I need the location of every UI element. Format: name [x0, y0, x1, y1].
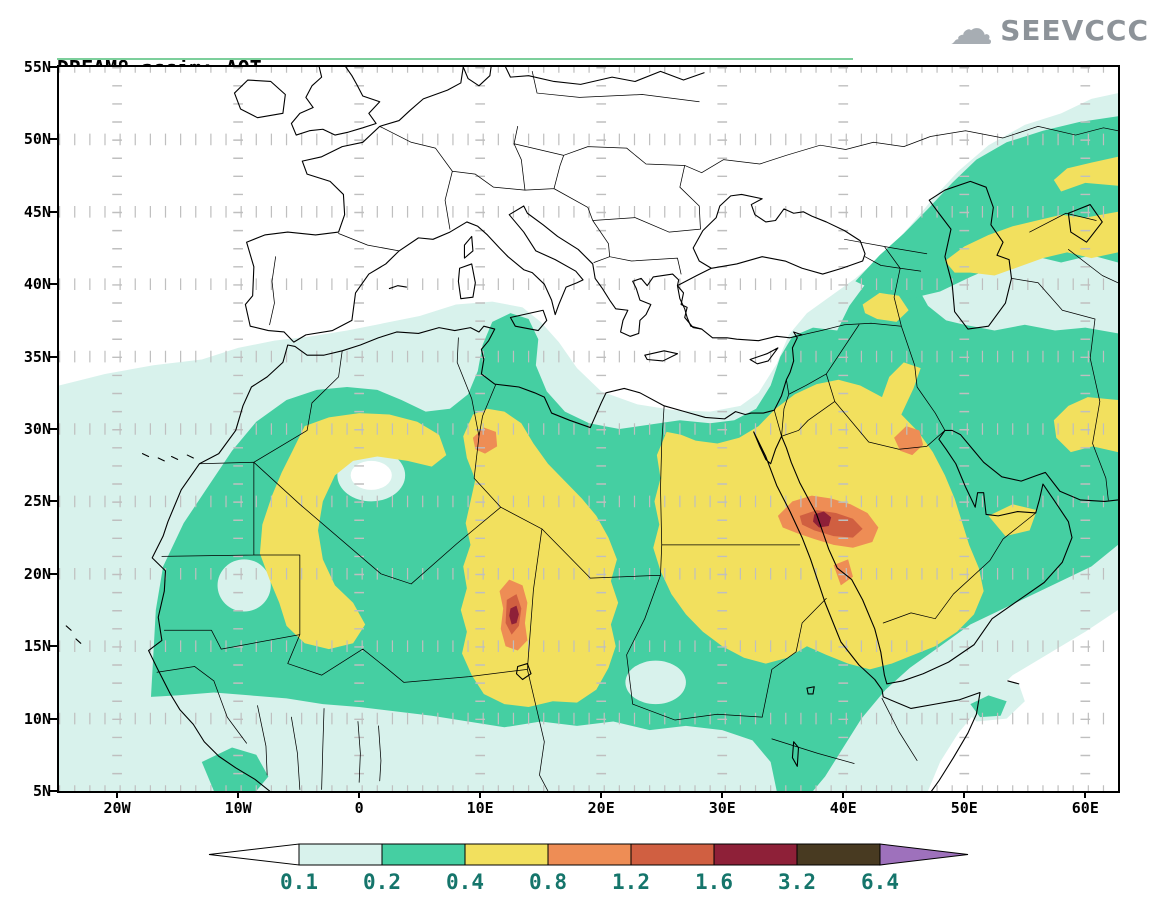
lat-axis-label: 20N — [23, 564, 51, 583]
borders-path — [157, 71, 1118, 791]
coastline-africa-europe — [149, 194, 865, 791]
lon-axis-label: 20W — [103, 799, 131, 817]
aot-fill-yellow-central-sahara — [460, 408, 619, 708]
aot-fill-teal-somalia — [970, 695, 1007, 718]
lon-axis-label: 50E — [950, 799, 978, 817]
lat-axis-tick — [50, 790, 57, 792]
colorbar-segment — [796, 843, 881, 866]
colorbar-label: 1.6 — [695, 870, 733, 894]
lon-axis-tick — [237, 791, 240, 798]
lat-axis-label: 5N — [32, 782, 51, 800]
colorbar-label: 0.4 — [446, 870, 484, 894]
contour-field — [59, 93, 1118, 791]
colorbar-segment — [381, 843, 466, 866]
colorbar-label: 6.4 — [861, 870, 899, 894]
lon-axis-tick — [600, 791, 603, 798]
colorbar-segment — [713, 843, 798, 866]
country-borders — [157, 71, 1118, 791]
coastline-europe-north-med — [245, 67, 701, 342]
lon-axis-tick — [842, 791, 845, 798]
lon-axis-tick — [963, 791, 966, 798]
colorbar-label: 0.2 — [363, 870, 401, 894]
seevccc-logo: ☁ SEEVCCC — [949, 4, 1149, 55]
lat-axis-tick — [50, 717, 57, 720]
lon-axis-label: 60E — [1071, 799, 1099, 817]
field-svg — [59, 67, 1118, 791]
lat-axis-label: 10N — [23, 709, 51, 728]
lat-axis-tick — [50, 428, 57, 430]
colorbar-label: 0.1 — [280, 870, 318, 894]
lat-axis-label: 50N — [23, 130, 51, 149]
map-frame: 20W 10W 0 10E 20E 30E 40E 50E 60E 55N 50N 45N 40N 35N… — [24, 58, 1120, 817]
cloud-icon: ☁ — [949, 4, 994, 55]
aot-fill-yellow-caucasus — [862, 292, 909, 322]
coastline-red-sea-arabia — [754, 430, 1118, 791]
lat-axis-label: 15N — [23, 637, 51, 656]
colorbar-arrow-below-min — [208, 843, 300, 866]
lat-axis-tick — [50, 283, 57, 286]
colorbar-segment — [464, 843, 549, 866]
aot-fill-yellow-caspian — [944, 211, 1118, 276]
lat-axis-tick — [50, 138, 57, 141]
lat-axis-tick — [50, 500, 57, 503]
grid-lines — [59, 67, 1118, 791]
colorbar-segment — [547, 843, 632, 866]
aot-fill-maroon-bodele — [509, 605, 519, 625]
lat-axis-tick — [50, 572, 57, 575]
coastlines — [66, 67, 1118, 791]
coastline-islands-lakes — [66, 67, 1018, 766]
colorbar-segment — [298, 843, 383, 866]
aot-hole-mauritania — [217, 559, 271, 612]
colorbar-label: 3.2 — [778, 870, 816, 894]
colorbar-arrow-above-max — [879, 843, 969, 866]
colorbar-label: 0.8 — [529, 870, 567, 894]
lon-axis-tick — [721, 791, 724, 798]
lat-axis-label: 40N — [23, 275, 51, 294]
lat-axis-tick — [50, 355, 57, 358]
lon-axis-tick — [116, 791, 119, 798]
aot-fill-teal-guinea — [201, 747, 269, 791]
lon-axis-label: 40E — [829, 799, 857, 817]
lon-axis-tick — [358, 791, 361, 798]
colorbar-segment — [630, 843, 715, 866]
coastline-caspian-aral — [929, 181, 1102, 329]
lon-axis-label: 30E — [708, 799, 736, 817]
logo-text: SEEVCCC — [1000, 13, 1149, 47]
lat-axis-label: 30N — [23, 420, 51, 438]
lat-axis-tick — [50, 645, 57, 648]
lat-axis-label: 55N — [23, 58, 51, 76]
lat-axis-label: 25N — [23, 492, 51, 511]
aot-hole-algeria-white — [350, 460, 392, 490]
aot-fill-yellow-ne-corner — [1053, 156, 1118, 192]
lat-axis-label: 35N — [23, 347, 51, 366]
lon-axis-label: 10E — [466, 799, 494, 817]
lon-axis-label: 20E — [587, 799, 615, 817]
lon-axis-label: 0 — [354, 799, 364, 817]
lon-axis-label: 10W — [224, 799, 252, 817]
aot-fill-yellow-east-iran — [1053, 397, 1118, 453]
colorbar-svg: 0.1 0.2 0.4 0.8 1.2 1.6 3.2 6.4 — [208, 843, 969, 894]
title-underline — [57, 58, 853, 60]
colorbar-label: 1.2 — [612, 870, 650, 894]
lat-axis-label: 45N — [23, 202, 51, 221]
lon-axis-tick — [1084, 791, 1087, 798]
aot-hole-sudan-west — [625, 660, 686, 705]
lat-axis-tick — [50, 210, 57, 213]
aot-fill-yellow-west-sahara — [259, 413, 447, 650]
lon-axis-tick — [479, 791, 482, 798]
lat-axis-tick — [50, 66, 57, 68]
